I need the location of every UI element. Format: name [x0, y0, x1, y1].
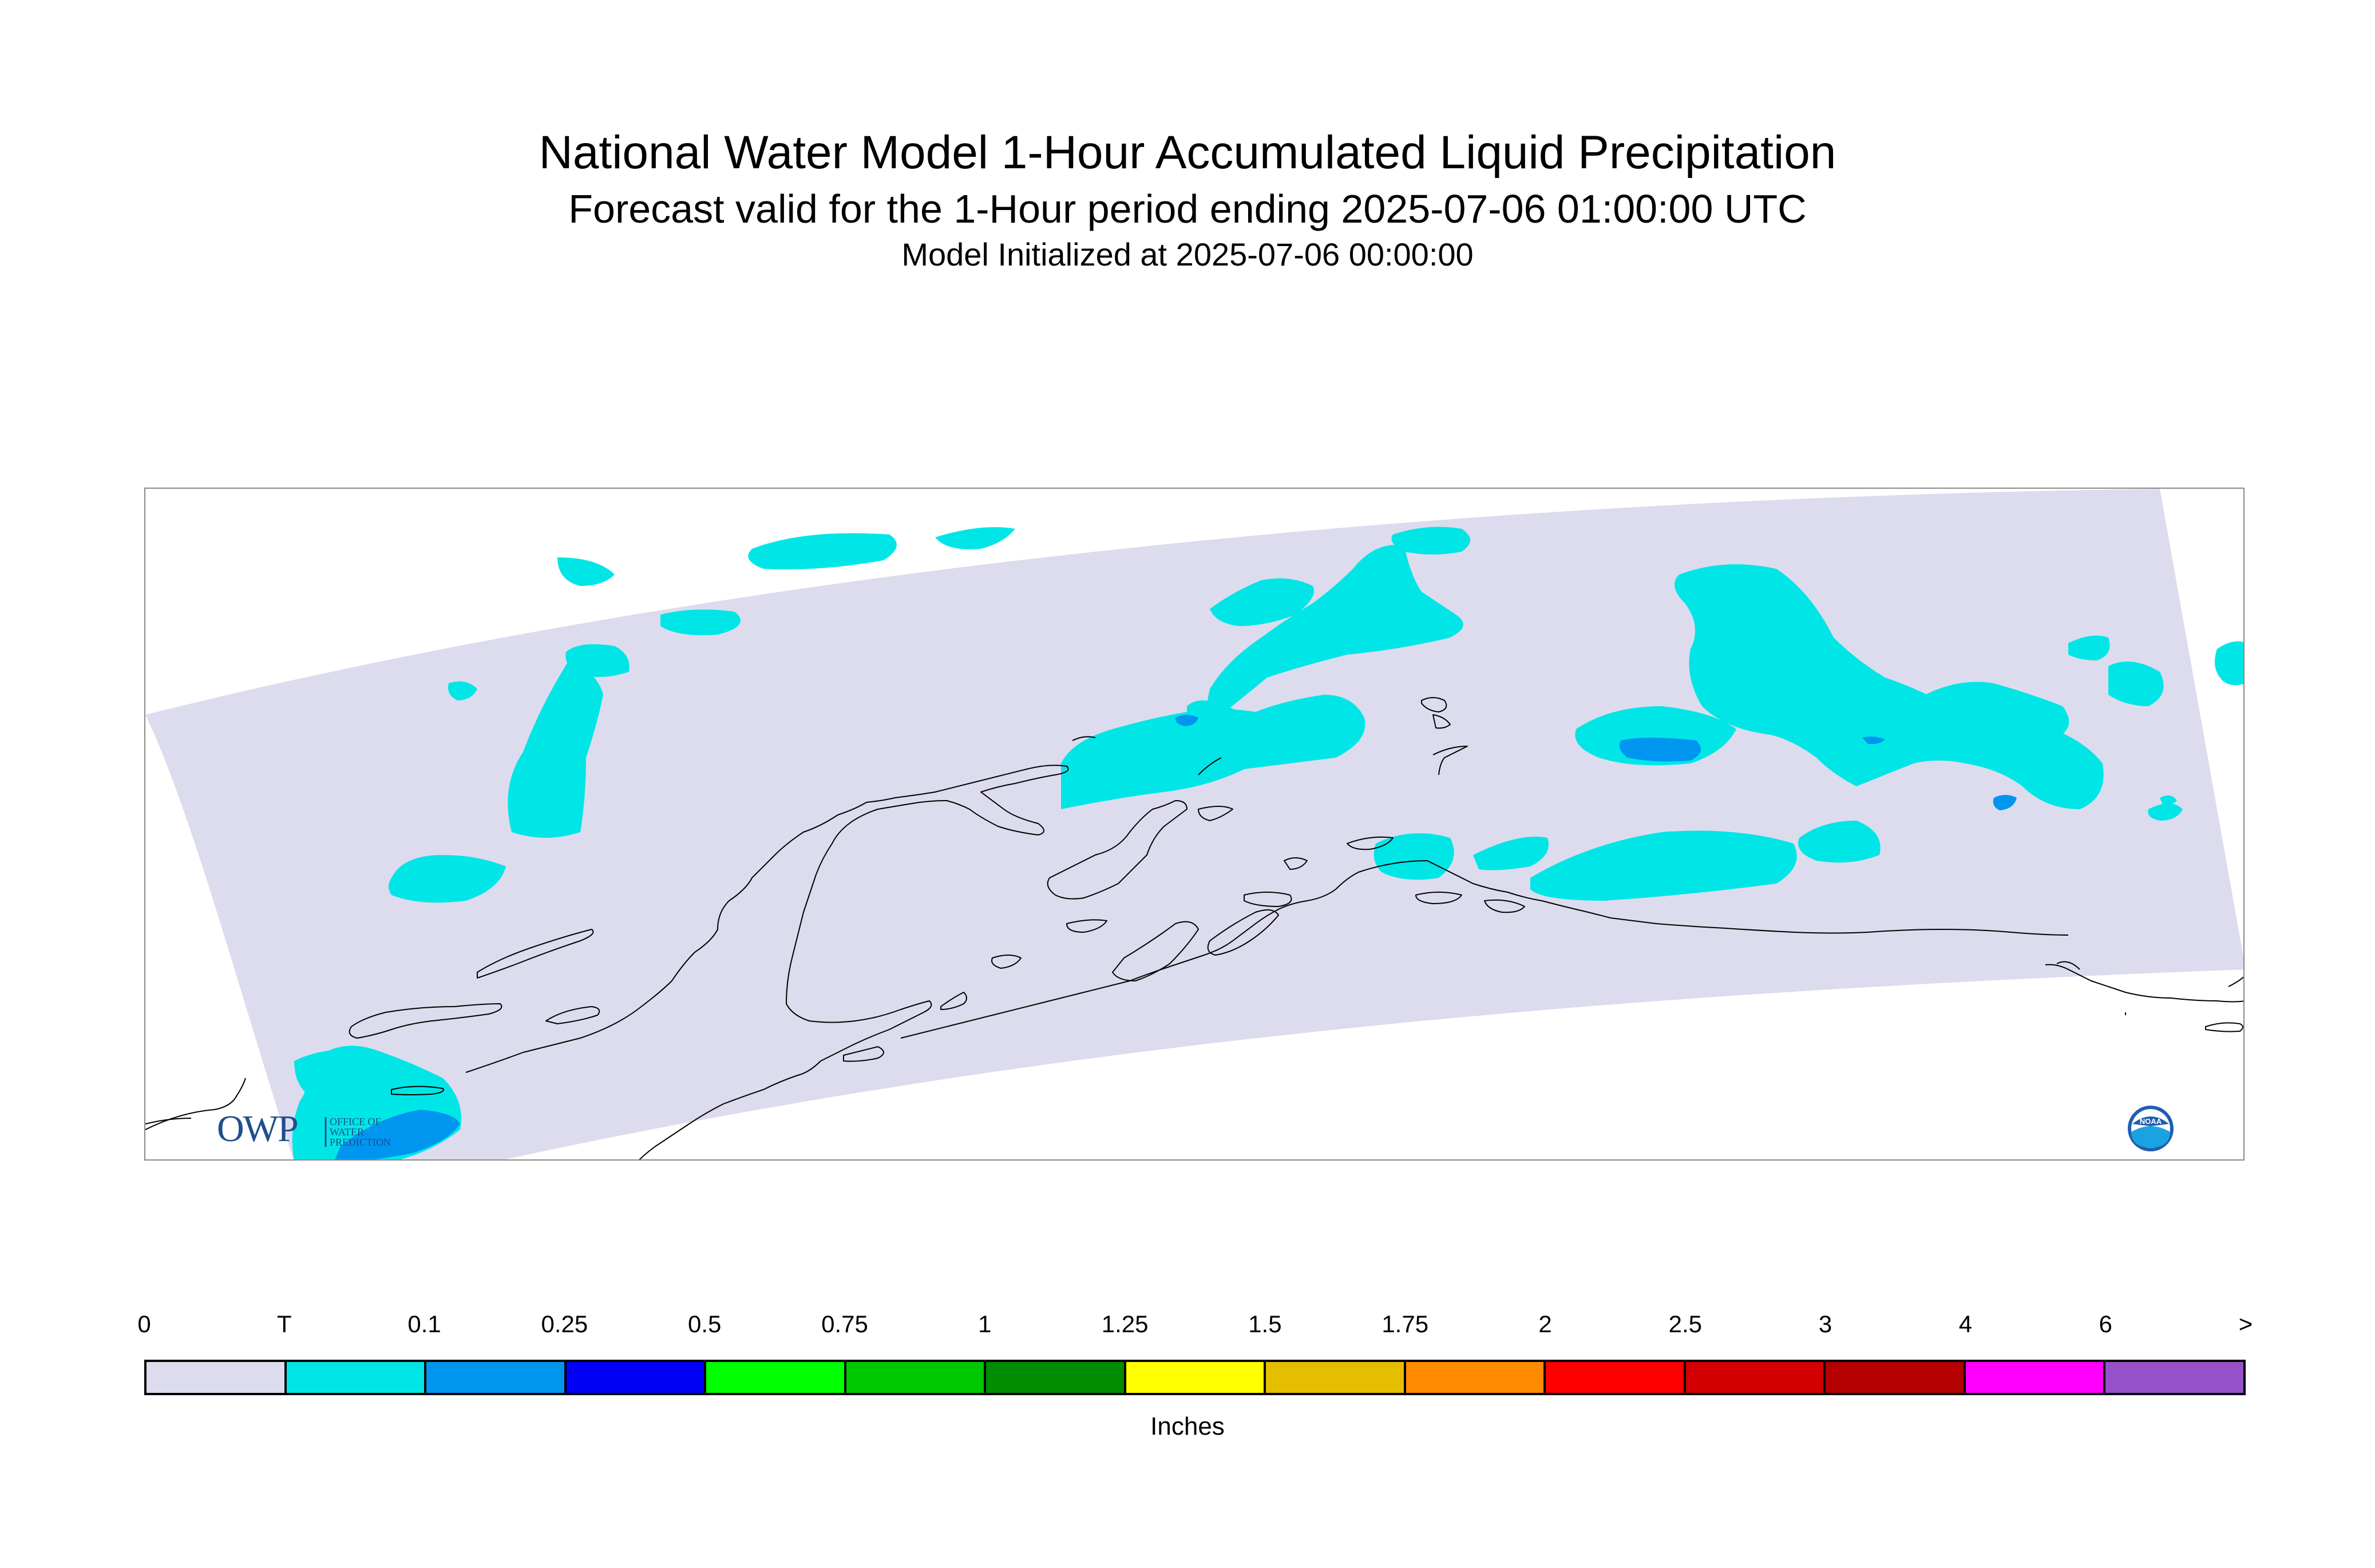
legend-swatch [986, 1362, 1126, 1393]
legend-swatch [286, 1362, 427, 1393]
legend-swatch [1826, 1362, 1966, 1393]
legend-tick-label: > [2238, 1310, 2253, 1337]
legend-swatch [706, 1362, 846, 1393]
precip-map: OWP OFFICE OF WATER PREDICTION NOAA [145, 489, 2243, 1159]
legend-swatch [1685, 1362, 1826, 1393]
legend-colorbar [144, 1360, 2246, 1395]
legend-tick-label: 2.5 [1668, 1310, 1702, 1337]
legend-tick-label: 6 [2099, 1310, 2112, 1337]
legend-tick-label: 1 [978, 1310, 992, 1337]
legend-swatch [566, 1362, 707, 1393]
map-title: National Water Model 1-Hour Accumulated … [539, 126, 1836, 179]
legend-tick-label: 1.75 [1382, 1310, 1429, 1337]
coastlines [145, 697, 2243, 1159]
legend-tick-label: T [276, 1310, 292, 1337]
legend-tick-label: 2 [1538, 1310, 1552, 1337]
legend-swatch [147, 1362, 287, 1393]
legend-tick-label: 0.25 [541, 1310, 588, 1337]
legend-swatch [1546, 1362, 1686, 1393]
owp-logo-line1: OFFICE OF [330, 1116, 381, 1127]
legend-tick-label: 0.5 [687, 1310, 722, 1337]
owp-logo: OWP OFFICE OF WATER PREDICTION [217, 1108, 391, 1150]
owp-logo-line2: WATER [330, 1126, 364, 1138]
legend-units: Inches [1150, 1412, 1225, 1440]
precip-0.1in-areas [335, 715, 2017, 1159]
legend-tick-label: 4 [1958, 1310, 1973, 1337]
legend-swatch [1965, 1362, 2106, 1393]
legend-swatch [426, 1362, 567, 1393]
noaa-logo: NOAA [2128, 1106, 2174, 1151]
legend-tick-label: 1.5 [1248, 1310, 1282, 1337]
precip-trace-areas [292, 526, 2243, 1159]
legend-swatch [1406, 1362, 1546, 1393]
model-domain [145, 489, 2243, 1159]
legend-tick-label: 0 [137, 1310, 151, 1337]
precip-legend: 0 T 0.1 0.25 0.5 0.75 1 1.25 1.5 1.75 2 2.5 3 4 6 > [137, 1310, 2253, 1402]
noaa-logo-text: NOAA [2140, 1117, 2162, 1126]
owp-logo-line3: PREDICTION [330, 1137, 391, 1148]
legend-swatch [1266, 1362, 1406, 1393]
legend-tick-label: 1.25 [1101, 1310, 1149, 1337]
owp-logo-mark: OWP [217, 1108, 298, 1150]
legend-swatch [2105, 1362, 2243, 1393]
legend-tick-label: 0.1 [407, 1310, 441, 1337]
legend-tick-label: 0.75 [821, 1310, 868, 1337]
model-init-label: Model Initialized at 2025-07-06 00:00:00 [901, 236, 1474, 272]
map-panel[interactable]: OWP OFFICE OF WATER PREDICTION NOAA [144, 488, 2245, 1161]
legend-tick-label: 3 [1818, 1310, 1832, 1337]
map-subtitle: Forecast valid for the 1-Hour period end… [568, 187, 1807, 231]
legend-swatch [1126, 1362, 1266, 1393]
legend-swatch [846, 1362, 987, 1393]
